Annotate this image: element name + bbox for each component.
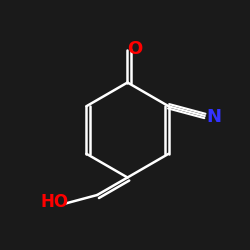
Text: HO: HO <box>40 193 68 211</box>
Text: O: O <box>127 40 142 58</box>
Text: N: N <box>206 108 221 126</box>
